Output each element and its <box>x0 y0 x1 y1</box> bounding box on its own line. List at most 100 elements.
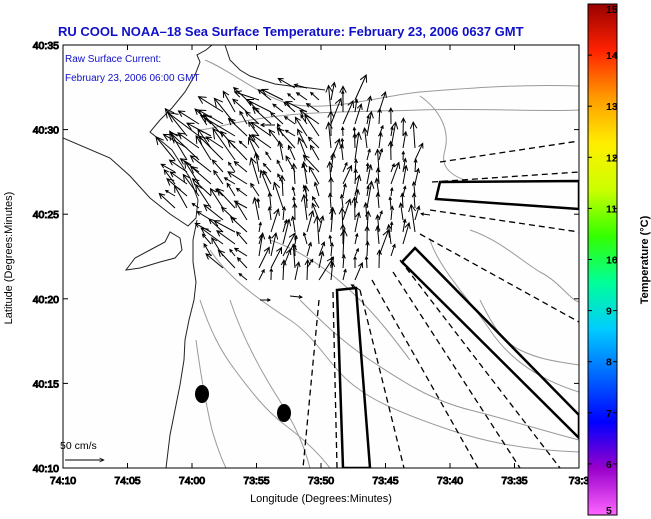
current-vector <box>354 74 368 101</box>
colorbar-ticks: 15 14 13 12 11 10 9 8 7 6 5 <box>588 3 618 517</box>
current-vector <box>402 218 407 233</box>
current-vector <box>280 259 287 281</box>
y-tick-label: 40:20 <box>33 294 59 306</box>
current-vector <box>227 139 248 161</box>
current-vector <box>374 177 380 197</box>
current-vector <box>235 200 248 221</box>
current-vector <box>284 129 296 137</box>
current-vector <box>420 212 431 216</box>
coastline-long-island <box>63 45 213 227</box>
current-vector <box>249 156 260 185</box>
current-vector <box>245 99 272 113</box>
current-vector <box>366 148 371 161</box>
current-vector <box>354 261 364 281</box>
current-vector <box>287 144 296 161</box>
current-vector <box>325 121 333 149</box>
colorbar-tick-label: 10 <box>606 255 618 267</box>
current-vector <box>414 142 424 161</box>
current-vector <box>250 121 272 137</box>
current-vector <box>366 110 374 137</box>
colorbar-label: Temperature (°C) <box>639 215 651 304</box>
current-vector <box>198 135 224 161</box>
current-vector <box>189 155 212 173</box>
current-vector <box>209 187 224 209</box>
contour-line <box>195 339 227 468</box>
current-vector <box>387 140 394 161</box>
current-vector <box>340 126 345 137</box>
current-vector <box>290 243 298 269</box>
x-tick-label: 73:3 <box>569 475 590 487</box>
current-vector <box>304 113 320 137</box>
colorbar-tick-label: 15 <box>606 4 618 16</box>
current-vector <box>313 215 322 245</box>
current-vector <box>262 162 272 173</box>
current-vector <box>258 268 265 281</box>
current-vector <box>179 158 200 173</box>
current-vector <box>342 198 352 221</box>
current-vector <box>260 298 272 302</box>
current-vector <box>277 77 296 89</box>
current-vector <box>353 168 358 185</box>
current-vector <box>329 207 337 233</box>
current-vector <box>290 215 296 233</box>
current-vector <box>260 88 284 101</box>
current-vector <box>408 203 417 233</box>
x-tick-marks: 74:10 74:05 74:00 73:55 73:50 73:45 73:40 73:35… <box>49 45 590 488</box>
current-vector <box>250 182 260 197</box>
current-vector <box>195 134 212 161</box>
y-tick-label: 40:25 <box>33 209 59 221</box>
current-vector <box>330 97 343 125</box>
current-vector <box>155 135 176 161</box>
contour-line <box>209 249 579 453</box>
current-vector <box>251 134 272 149</box>
legend-line-1: Raw Surface Current: <box>65 54 161 65</box>
current-vector <box>325 84 333 113</box>
x-tick-label: 73:45 <box>372 475 398 487</box>
current-vector <box>268 128 284 149</box>
current-vector <box>388 196 393 209</box>
current-vector <box>253 151 260 173</box>
current-vector <box>364 225 370 245</box>
current-vector <box>366 163 373 185</box>
current-vector <box>217 249 236 269</box>
contour-line <box>429 239 579 393</box>
dashed-ray <box>419 233 579 323</box>
current-vector <box>327 110 335 137</box>
plot-background <box>63 45 579 468</box>
current-vector <box>199 115 236 137</box>
legend-line-2: February 23, 2006 06:00 GMT <box>65 73 200 84</box>
current-vector <box>342 164 353 185</box>
current-vector <box>353 131 362 161</box>
current-vector <box>227 161 236 173</box>
colorbar-tick-label: 14 <box>606 50 618 62</box>
current-vector <box>362 126 369 149</box>
current-vector <box>306 241 313 257</box>
current-vector <box>365 240 370 257</box>
dashed-ray <box>399 259 561 468</box>
colorbar-tick-label: 11 <box>606 203 617 215</box>
current-vector <box>227 171 248 185</box>
current-vector <box>281 205 287 221</box>
current-vector <box>294 261 301 281</box>
current-vector <box>227 117 248 137</box>
current-vector <box>251 106 272 125</box>
current-vector <box>269 267 274 281</box>
current-vector <box>201 233 212 245</box>
coastline-new-jersey <box>165 219 198 468</box>
contour-line <box>419 95 471 183</box>
figure-title: RU COOL NOAA–18 Sea Surface Temperature:… <box>58 24 524 39</box>
current-vector <box>411 192 417 209</box>
current-vector <box>233 247 248 257</box>
coverage-wedge-east <box>434 179 579 211</box>
current-vector <box>258 221 262 233</box>
current-vector <box>307 136 320 149</box>
current-vector <box>205 253 224 269</box>
current-vector <box>229 248 236 257</box>
marker-buoy-west <box>195 385 209 403</box>
current-vector <box>390 243 396 257</box>
current-vector <box>364 255 369 269</box>
dashed-ray <box>302 299 320 468</box>
current-vector <box>276 159 284 173</box>
y-tick-label: 40:10 <box>33 463 59 475</box>
